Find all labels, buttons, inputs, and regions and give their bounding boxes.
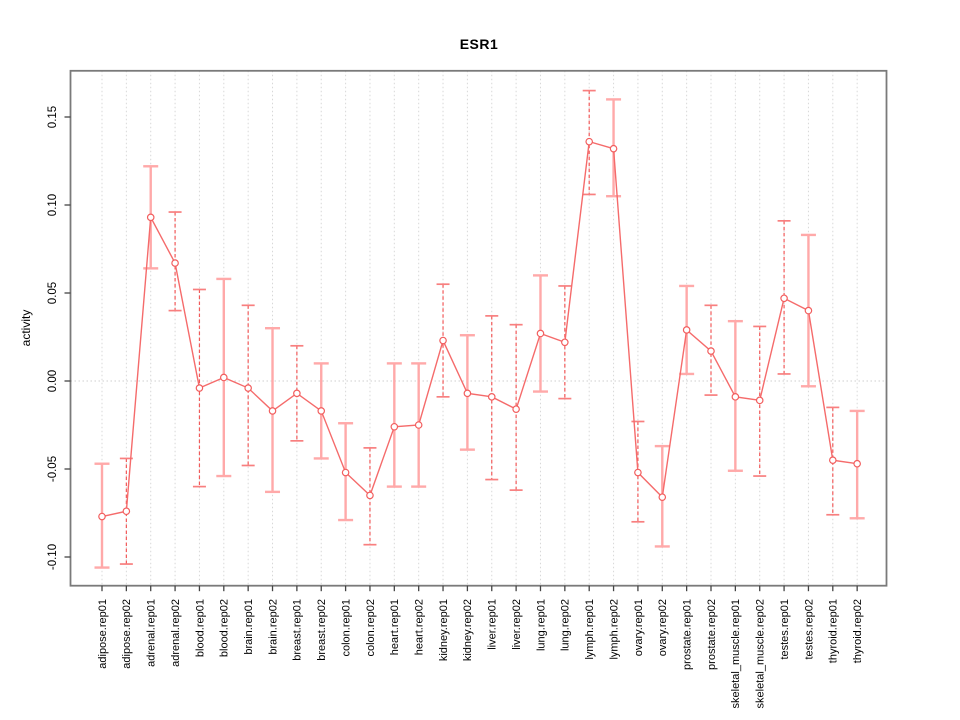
y-tick-label: 0.15 bbox=[47, 106, 59, 128]
x-tick-label: breast.rep01 bbox=[292, 599, 304, 661]
x-tick-label: colon.rep02 bbox=[365, 599, 377, 657]
data-point bbox=[171, 259, 179, 267]
plot-border bbox=[69, 69, 888, 587]
data-point bbox=[780, 294, 788, 303]
x-tick-label: testes.rep01 bbox=[779, 599, 791, 660]
x-tick-label: colon.rep01 bbox=[340, 599, 352, 657]
y-tick-label: 0.00 bbox=[47, 370, 59, 392]
x-tick-label: liver.rep01 bbox=[487, 599, 499, 650]
data-point bbox=[731, 393, 740, 401]
x-tick-label: lung.rep01 bbox=[535, 599, 547, 651]
data-point bbox=[293, 389, 301, 398]
data-point bbox=[98, 512, 106, 521]
data-point bbox=[317, 407, 326, 415]
x-tick-label: blood.rep02 bbox=[219, 599, 231, 657]
data-point bbox=[341, 468, 350, 477]
y-axis-title: activity bbox=[19, 309, 33, 347]
x-tick-label: kidney.rep01 bbox=[438, 599, 450, 661]
x-tick-label: lymph.rep01 bbox=[584, 599, 596, 660]
x-tick-label: skeletal_muscle.rep01 bbox=[730, 599, 742, 708]
x-tick-label: prostate.rep02 bbox=[706, 599, 718, 670]
data-point bbox=[220, 373, 228, 382]
data-point bbox=[634, 468, 642, 477]
y-tick-label: 0.10 bbox=[47, 194, 59, 216]
data-point bbox=[658, 493, 667, 501]
x-tick-label: heart.rep02 bbox=[414, 599, 426, 655]
y-tick-label: 0.05 bbox=[47, 282, 59, 304]
x-tick-label: lung.rep02 bbox=[560, 599, 572, 651]
data-point bbox=[561, 338, 569, 347]
data-point bbox=[682, 326, 691, 334]
data-point bbox=[585, 137, 594, 146]
x-tick-label: ovary.rep01 bbox=[633, 599, 645, 656]
data-point bbox=[755, 396, 764, 405]
data-point bbox=[146, 213, 155, 222]
data-point bbox=[512, 405, 520, 413]
data-point bbox=[244, 384, 252, 392]
data-point bbox=[390, 422, 399, 431]
data-point bbox=[487, 393, 496, 401]
data-point bbox=[366, 491, 374, 500]
x-tick-label: thyroid.rep01 bbox=[828, 599, 840, 663]
y-tick-label: -0.05 bbox=[47, 456, 59, 482]
x-tick-label: blood.rep01 bbox=[194, 599, 206, 657]
x-tick-label: heart.rep01 bbox=[389, 599, 401, 655]
series-line bbox=[101, 140, 858, 518]
x-tick-label: prostate.rep01 bbox=[681, 599, 693, 670]
data-point bbox=[122, 507, 131, 516]
x-tick-label: skeletal_muscle.rep02 bbox=[755, 599, 767, 708]
x-tick-label: thyroid.rep02 bbox=[852, 599, 864, 663]
data-point bbox=[609, 144, 618, 153]
data-point bbox=[195, 384, 204, 392]
x-tick-label: lymph.rep02 bbox=[608, 599, 620, 660]
data-point bbox=[463, 389, 472, 398]
x-tick-label: brain.rep02 bbox=[267, 599, 279, 655]
data-point bbox=[804, 306, 813, 315]
y-tick-label: -0.10 bbox=[47, 544, 59, 570]
data-point bbox=[414, 421, 423, 429]
data-point bbox=[268, 407, 277, 415]
x-tick-label: brain.rep01 bbox=[243, 599, 255, 655]
data-point bbox=[536, 329, 545, 338]
x-tick-label: liver.rep02 bbox=[511, 599, 523, 650]
x-tick-label: breast.rep02 bbox=[316, 599, 328, 661]
chart-title: ESR1 bbox=[459, 36, 499, 52]
x-tick-label: adipose.rep01 bbox=[97, 599, 109, 669]
data-point bbox=[853, 459, 861, 468]
x-tick-label: ovary.rep02 bbox=[657, 599, 669, 656]
x-tick-label: adipose.rep02 bbox=[121, 599, 133, 669]
data-point bbox=[828, 456, 837, 465]
x-tick-label: adrenal.rep01 bbox=[146, 599, 158, 667]
data-point bbox=[439, 336, 447, 345]
data-point bbox=[707, 347, 715, 355]
x-tick-label: adrenal.rep02 bbox=[170, 599, 182, 667]
x-tick-label: testes.rep02 bbox=[803, 599, 815, 660]
x-tick-label: kidney.rep02 bbox=[462, 599, 474, 661]
